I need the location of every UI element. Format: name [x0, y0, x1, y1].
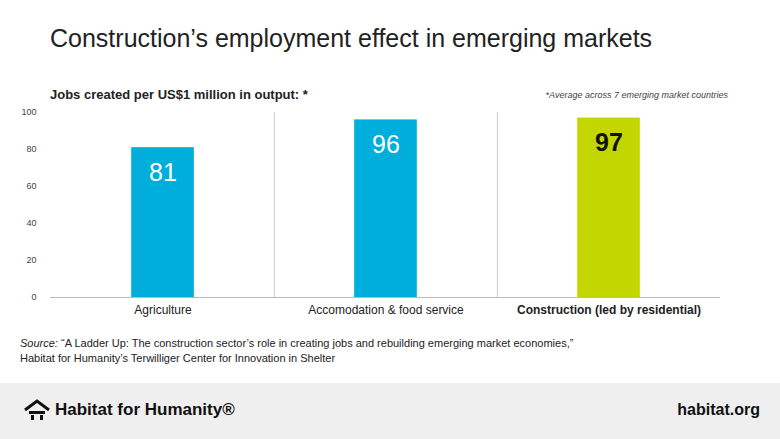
svg-text:60: 60 — [26, 181, 36, 191]
html-text:Habitat for Humanity®: Habitat for Humanity® — [55, 400, 235, 419]
svg-text:20: 20 — [26, 255, 36, 265]
svg-text:81: 81 — [149, 158, 177, 186]
svg-text:0: 0 — [31, 292, 36, 302]
svg-text:40: 40 — [26, 218, 36, 228]
html-text:*Average across 7 emerging mar: *Average across 7 emerging market countr… — [545, 90, 728, 100]
html-text:habitat.org: habitat.org — [677, 401, 760, 418]
html-text:Jobs created per US$1 million: Jobs created per US$1 million in output:… — [50, 87, 308, 102]
svg-text:Agriculture: Agriculture — [134, 303, 192, 317]
svg-text:96: 96 — [372, 130, 400, 158]
svg-text:Accomodation & food service: Accomodation & food service — [308, 303, 464, 317]
svg-text:80: 80 — [26, 144, 36, 154]
html-text:Source: “A Ladder Up: The cons: Source: “A Ladder Up: The construction s… — [20, 337, 574, 364]
svg-text:100: 100 — [21, 107, 36, 117]
svg-text:97: 97 — [595, 128, 623, 156]
svg-text:Construction (led by residenti: Construction (led by residential) — [517, 303, 701, 317]
html-text:Construction’s employment effe: Construction’s employment effect in emer… — [50, 24, 653, 52]
